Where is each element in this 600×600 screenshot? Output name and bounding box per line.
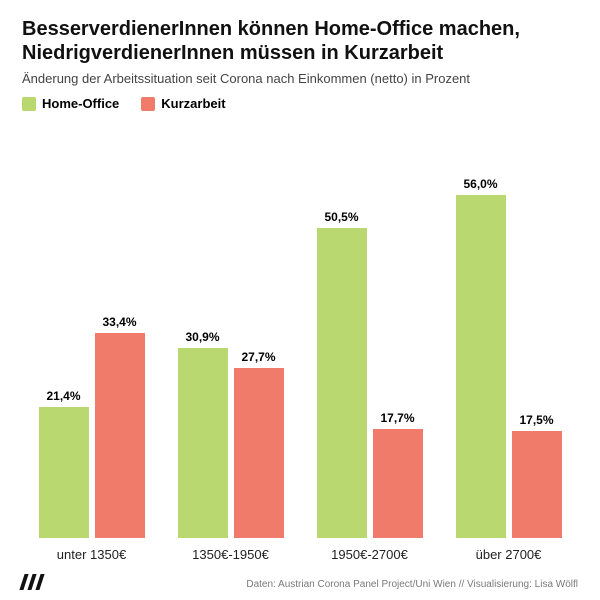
bar: 50,5%: [317, 228, 367, 538]
chart-subtitle: Änderung der Arbeitssituation seit Coron…: [22, 71, 578, 86]
bar-value-label: 27,7%: [241, 350, 275, 364]
bar-value-label: 33,4%: [102, 315, 136, 329]
bar-value-label: 50,5%: [324, 210, 358, 224]
bar-value-label: 56,0%: [463, 177, 497, 191]
bar: 21,4%: [39, 407, 89, 538]
bar-groups: 21,4%33,4%30,9%27,7%50,5%17,7%56,0%17,5%: [22, 170, 578, 538]
legend-item-home-office: Home-Office: [22, 96, 119, 111]
bar: 27,7%: [234, 368, 284, 538]
x-axis-label: über 2700€: [439, 547, 578, 562]
bar-group: 56,0%17,5%: [439, 170, 578, 538]
bar-value-label: 17,7%: [380, 411, 414, 425]
logo-icon: [22, 574, 42, 590]
legend-swatch: [22, 97, 36, 111]
bar-group: 21,4%33,4%: [22, 170, 161, 538]
bar: 56,0%: [456, 195, 506, 538]
bar-value-label: 17,5%: [519, 413, 553, 427]
credit-text: Daten: Austrian Corona Panel Project/Uni…: [246, 579, 578, 590]
x-axis-label: unter 1350€: [22, 547, 161, 562]
bar: 17,7%: [373, 429, 423, 538]
bar-group: 50,5%17,7%: [300, 170, 439, 538]
x-axis-label: 1350€-1950€: [161, 547, 300, 562]
bar: 30,9%: [178, 348, 228, 538]
bar-group: 30,9%27,7%: [161, 170, 300, 538]
legend-swatch: [141, 97, 155, 111]
x-axis-label: 1950€-2700€: [300, 547, 439, 562]
legend-item-kurzarbeit: Kurzarbeit: [141, 96, 225, 111]
footer: Daten: Austrian Corona Panel Project/Uni…: [22, 574, 578, 590]
bar-chart: 21,4%33,4%30,9%27,7%50,5%17,7%56,0%17,5%: [22, 170, 578, 538]
legend: Home-Office Kurzarbeit: [22, 96, 578, 111]
bar: 33,4%: [95, 333, 145, 538]
bar-value-label: 21,4%: [46, 389, 80, 403]
x-axis-labels: unter 1350€1350€-1950€1950€-2700€über 27…: [22, 547, 578, 562]
legend-label: Kurzarbeit: [161, 96, 225, 111]
chart-title: BesserverdienerInnen können Home-Office …: [22, 18, 578, 65]
bar: 17,5%: [512, 431, 562, 538]
legend-label: Home-Office: [42, 96, 119, 111]
bar-value-label: 30,9%: [185, 330, 219, 344]
